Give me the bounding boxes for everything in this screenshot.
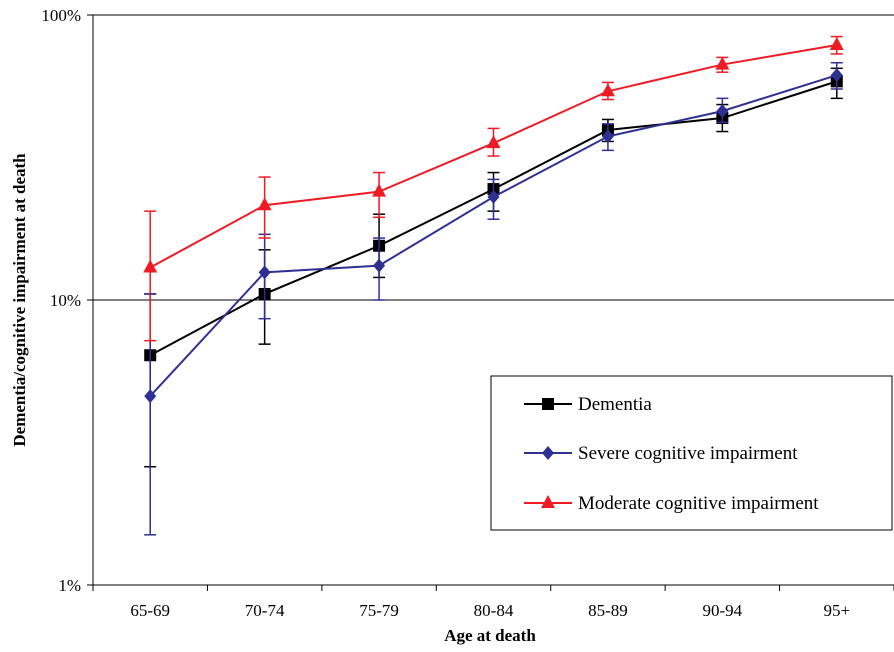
data-point: [715, 56, 730, 70]
x-tick-label: 75-79: [359, 601, 399, 620]
data-point: [144, 389, 157, 404]
data-point: [830, 68, 843, 83]
series-layer: [143, 35, 844, 536]
y-axis-title: Dementia/cognitive impairment at death: [10, 153, 29, 447]
legend-label: Moderate cognitive impairment: [578, 493, 819, 514]
data-point: [716, 104, 729, 119]
data-point: [257, 197, 272, 211]
x-axis-title: Age at death: [444, 626, 536, 645]
legend-marker: [541, 495, 555, 508]
y-tick-label: 1%: [58, 576, 81, 595]
series-diamond: [144, 61, 843, 536]
x-tick-label: 65-69: [130, 601, 170, 620]
x-tick-label: 85-89: [588, 601, 628, 620]
data-point: [143, 259, 158, 273]
legend-marker: [542, 398, 554, 410]
x-tick-label: 70-74: [245, 601, 285, 620]
legend-label: Severe cognitive impairment: [578, 443, 798, 464]
data-point: [373, 258, 386, 273]
data-point: [258, 265, 271, 280]
x-tick-labels: 65-69 70-74 75-79 80-84 85-89 90-94 95+: [130, 601, 850, 620]
series-line: [149, 74, 838, 397]
y-tick-label: 10%: [50, 291, 81, 310]
data-point: [486, 135, 501, 149]
data-point: [372, 183, 387, 197]
y-tick-label: 100%: [41, 6, 81, 25]
x-tick-label: 90-94: [703, 601, 743, 620]
y-tick-labels: 1% 10% 100%: [41, 6, 81, 595]
gridlines: [93, 14, 894, 586]
data-point: [601, 129, 614, 144]
x-tick-label: 80-84: [474, 601, 514, 620]
axes: [87, 14, 894, 591]
data-point: [487, 189, 500, 204]
data-point: [829, 36, 844, 50]
legend-marker: [542, 446, 554, 460]
legend: Dementia Severe cognitive impairment Moder…: [490, 375, 893, 531]
data-point: [600, 83, 615, 97]
series-triangle: [143, 35, 844, 342]
legend-label: Dementia: [578, 394, 652, 415]
x-tick-label: 95+: [823, 601, 850, 620]
